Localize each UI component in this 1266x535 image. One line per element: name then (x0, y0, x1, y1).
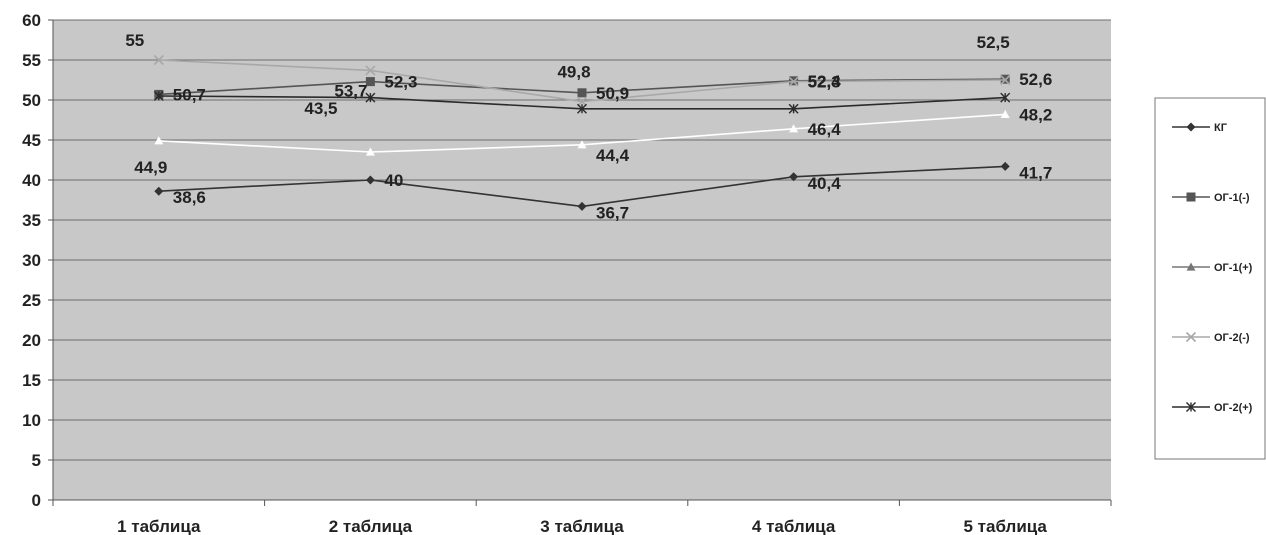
x-tick-label: 5 таблица (963, 517, 1047, 535)
data-point (153, 54, 164, 66)
data-label: 44,9 (134, 158, 167, 177)
y-axis-ticks: 0 5 10 15 20 25 30 35 40 45 50 55 60 (22, 11, 53, 510)
y-tick-label: 10 (22, 411, 41, 430)
data-point (365, 92, 376, 103)
marker-stroke (1185, 331, 1197, 343)
data-point (789, 124, 799, 133)
y-tick-label: 5 (32, 451, 41, 470)
data-label: 36,7 (596, 203, 629, 222)
data-point (788, 76, 799, 87)
legend-label: КГ (1214, 122, 1228, 134)
legend-marker (1186, 402, 1196, 412)
y-tick-label: 60 (22, 11, 41, 30)
data-point (153, 91, 164, 101)
legend-label: ОГ-1(+) (1214, 262, 1253, 274)
y-tick-label: 50 (22, 91, 41, 110)
y-tick-label: 35 (22, 211, 41, 230)
y-tick-label: 40 (22, 171, 41, 190)
legend-marker (1186, 262, 1196, 271)
data-label: 52,6 (1019, 70, 1052, 89)
data-label: 44,4 (596, 146, 630, 165)
marker-stroke (788, 76, 799, 87)
gridlines (53, 19, 1111, 461)
y-tick-label: 55 (22, 51, 41, 70)
y-tick-label: 30 (22, 251, 41, 270)
data-label: 52,3 (384, 73, 417, 92)
legend-label: ОГ-2(-) (1214, 332, 1250, 344)
legend-label: ОГ-2(+) (1214, 402, 1253, 414)
data-point (154, 136, 164, 145)
data-point (788, 103, 799, 114)
legend: КГ ОГ-1(-) ОГ-1(+) ОГ-2(-) ОГ-2(+) (1154, 97, 1266, 460)
data-point (365, 175, 375, 185)
series-4 (153, 91, 1011, 114)
data-label: 43,5 (304, 99, 337, 118)
data-point (577, 140, 587, 149)
data-point (1000, 92, 1011, 103)
x-tick-label: 2 таблица (329, 517, 413, 535)
legend-marker (1186, 122, 1196, 132)
legend-item-0: КГ (1172, 122, 1228, 134)
legend-item-1: ОГ-1(-) (1172, 192, 1250, 204)
legend-item-2: ОГ-1(+) (1172, 262, 1253, 274)
data-point (365, 77, 375, 87)
data-point (577, 201, 587, 211)
legend-marker (1185, 331, 1197, 343)
x-axis-ticks: 1 таблица 2 таблица 3 таблица 4 таблица 5 та… (52, 500, 1112, 535)
data-label: 50,7 (173, 85, 206, 104)
data-label: 53,7 (334, 81, 367, 100)
marker-stroke (576, 96, 588, 107)
y-tick-label: 15 (22, 371, 41, 390)
data-label: 52,4 (808, 72, 842, 91)
data-point (577, 103, 587, 114)
data-point (576, 96, 588, 107)
y-tick-label: 45 (22, 131, 41, 150)
legend-box (1154, 97, 1266, 460)
data-label: 49,8 (557, 63, 590, 82)
data-label: 46,4 (808, 120, 842, 139)
x-tick-label: 1 таблица (117, 517, 201, 535)
x-tick-label: 3 таблица (540, 517, 624, 535)
data-label: 55 (125, 31, 144, 50)
data-point (1000, 109, 1010, 118)
legend-item-3: ОГ-2(-) (1172, 331, 1250, 344)
data-label: 40 (384, 171, 403, 190)
data-label: 52,5 (977, 33, 1010, 52)
y-tick-label: 20 (22, 331, 41, 350)
legend-label: ОГ-1(-) (1214, 192, 1250, 204)
data-point (1000, 161, 1010, 171)
marker-stroke (365, 65, 376, 76)
marker-stroke (1000, 74, 1011, 86)
data-label: 50,9 (596, 84, 629, 103)
legend-item-4: ОГ-2(+) (1172, 402, 1253, 414)
data-labels: 38,6 40 36,7 40,4 41,7 50,7 52,3 50,9 52,4 52,6 44… (125, 31, 1052, 222)
data-point (154, 186, 164, 196)
data-label: 41,7 (1019, 163, 1052, 182)
data-label: 48,2 (1019, 105, 1052, 124)
data-label: 52,3 (808, 73, 841, 92)
series-group (153, 54, 1011, 211)
data-point (789, 172, 799, 182)
y-tick-label: 25 (22, 291, 41, 310)
data-point (577, 88, 587, 98)
series-0 (154, 161, 1010, 211)
data-point (365, 147, 375, 156)
data-point (365, 65, 376, 76)
legend-marker (1186, 192, 1196, 202)
series-3 (153, 54, 1011, 107)
x-tick-label: 4 таблица (752, 517, 836, 535)
data-label: 38,6 (173, 188, 206, 207)
data-label: 40,4 (808, 174, 842, 193)
data-point (1000, 74, 1011, 86)
y-tick-label: 0 (32, 491, 41, 510)
series-2 (154, 109, 1010, 156)
marker-stroke (153, 54, 164, 66)
